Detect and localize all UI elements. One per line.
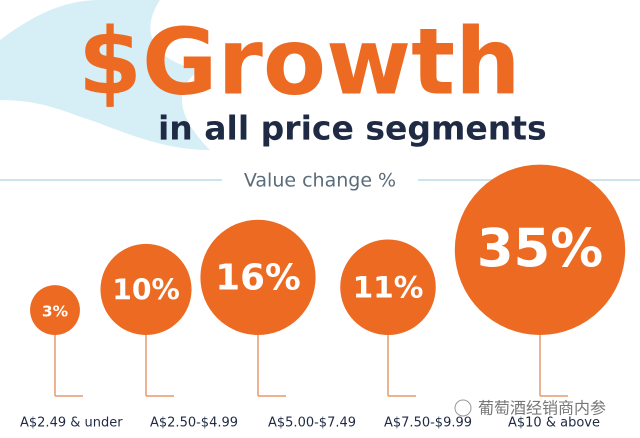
bubble: [454, 164, 626, 335]
value-label: 10%: [112, 273, 180, 306]
bubble: [30, 285, 80, 335]
chart-subtitle: in all price segments: [158, 109, 547, 148]
bubble: [340, 239, 436, 335]
category-label: A$10 & above: [508, 416, 600, 431]
value-label: 11%: [353, 271, 424, 305]
watermark-icon: [454, 399, 472, 417]
category-label: A$2.50-$4.99: [150, 416, 238, 431]
bubble: [200, 219, 316, 335]
category-label: A$7.50-$9.99: [384, 416, 472, 431]
chart-title: $Growth: [78, 8, 521, 115]
bubble: [100, 243, 192, 335]
leaf-decoration: [0, 0, 210, 150]
value-label: 3%: [42, 303, 68, 321]
category-label: A$2.49 & under: [20, 416, 123, 431]
value-label: 35%: [477, 218, 603, 279]
value-label: 16%: [215, 257, 300, 298]
watermark: 葡萄酒经销商内参: [478, 399, 606, 418]
value-axis-label: Value change %: [244, 170, 396, 192]
category-label: A$5.00-$7.49: [268, 416, 356, 431]
